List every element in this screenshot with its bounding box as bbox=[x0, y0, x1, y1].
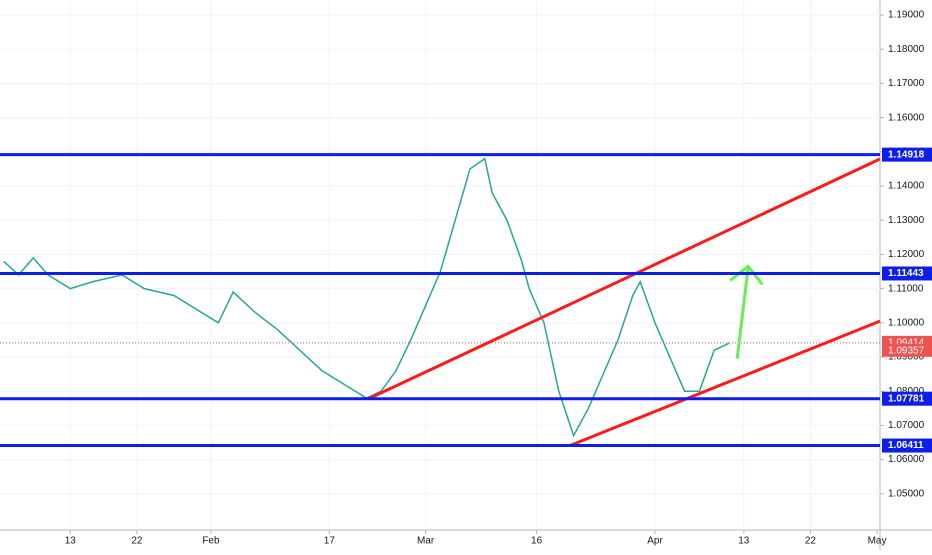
x-tick-label: 22 bbox=[805, 536, 817, 547]
y-tick-label: 1.17000 bbox=[888, 78, 925, 89]
y-tick-label: 1.09000 bbox=[888, 352, 925, 363]
x-tick-label: 22 bbox=[131, 536, 143, 547]
y-tick-label: 1.10000 bbox=[888, 317, 925, 328]
x-tick-label: 13 bbox=[738, 536, 750, 547]
x-tick-label: 16 bbox=[531, 536, 543, 547]
arrow-head bbox=[729, 264, 764, 286]
y-tick-label: 1.05000 bbox=[888, 488, 925, 499]
y-tick-label: 1.16000 bbox=[888, 112, 925, 123]
level-label: 1.06411 bbox=[888, 440, 924, 451]
y-tick-label: 1.11000 bbox=[888, 283, 924, 294]
y-tick-label: 1.12000 bbox=[888, 249, 925, 260]
level-label: 1.14918 bbox=[888, 149, 925, 160]
price-label: 1.09414 bbox=[888, 337, 925, 348]
y-tick-label: 1.14000 bbox=[888, 181, 925, 192]
y-tick-label: 1.06000 bbox=[888, 454, 925, 465]
x-tick-label: Apr bbox=[647, 536, 663, 547]
trend-line bbox=[735, 266, 750, 359]
price-line bbox=[3, 157, 730, 438]
x-tick-label: Feb bbox=[202, 536, 220, 547]
price-label-box bbox=[882, 343, 932, 357]
level-label-box bbox=[882, 438, 932, 453]
level-label-box bbox=[882, 266, 932, 281]
trend-line bbox=[569, 319, 881, 447]
level-label: 1.07781 bbox=[888, 393, 925, 404]
y-tick-label: 1.19000 bbox=[888, 10, 925, 21]
x-tick-label: Mar bbox=[417, 536, 435, 547]
x-tick-label: 13 bbox=[65, 536, 77, 547]
y-tick-label: 1.07000 bbox=[888, 420, 925, 431]
y-tick-label: 1.13000 bbox=[888, 215, 925, 226]
price-label: 1.09357 bbox=[888, 345, 925, 356]
y-tick-label: 1.18000 bbox=[888, 44, 925, 55]
y-tick-label: 1.08000 bbox=[888, 386, 925, 397]
x-tick-label: May bbox=[868, 536, 887, 547]
x-tick-label: 17 bbox=[324, 536, 336, 547]
level-label-box bbox=[882, 391, 932, 406]
level-label: 1.11443 bbox=[888, 268, 924, 279]
trend-line bbox=[367, 157, 881, 401]
level-label-box bbox=[882, 147, 932, 162]
